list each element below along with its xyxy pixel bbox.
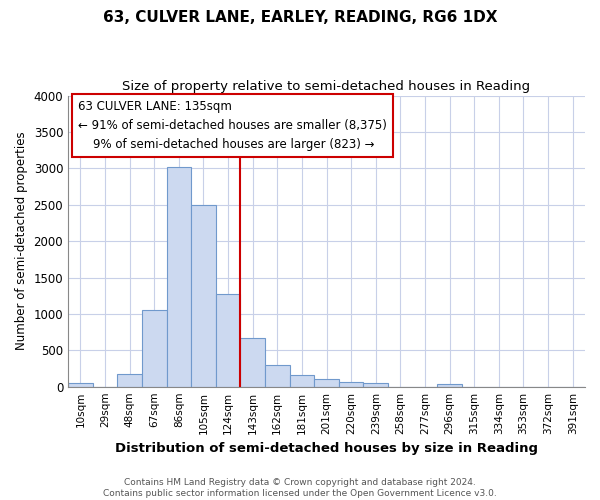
Text: 63, CULVER LANE, EARLEY, READING, RG6 1DX: 63, CULVER LANE, EARLEY, READING, RG6 1D… [103, 10, 497, 25]
Bar [265, 365, 290, 386]
Bar [241, 338, 265, 386]
Bar [117, 374, 142, 386]
Text: 63 CULVER LANE: 135sqm
← 91% of semi-detached houses are smaller (8,375)
    9% : 63 CULVER LANE: 135sqm ← 91% of semi-det… [79, 100, 387, 151]
Bar [314, 380, 339, 386]
Text: Contains HM Land Registry data © Crown copyright and database right 2024.
Contai: Contains HM Land Registry data © Crown c… [103, 478, 497, 498]
Bar [167, 166, 191, 386]
Bar [437, 384, 462, 386]
Y-axis label: Number of semi-detached properties: Number of semi-detached properties [15, 132, 28, 350]
Bar [290, 375, 314, 386]
Bar [191, 204, 216, 386]
Bar [216, 294, 241, 386]
Title: Size of property relative to semi-detached houses in Reading: Size of property relative to semi-detach… [122, 80, 530, 93]
Bar [364, 383, 388, 386]
Bar [68, 383, 92, 386]
Bar [339, 382, 364, 386]
X-axis label: Distribution of semi-detached houses by size in Reading: Distribution of semi-detached houses by … [115, 442, 538, 455]
Bar [142, 310, 167, 386]
